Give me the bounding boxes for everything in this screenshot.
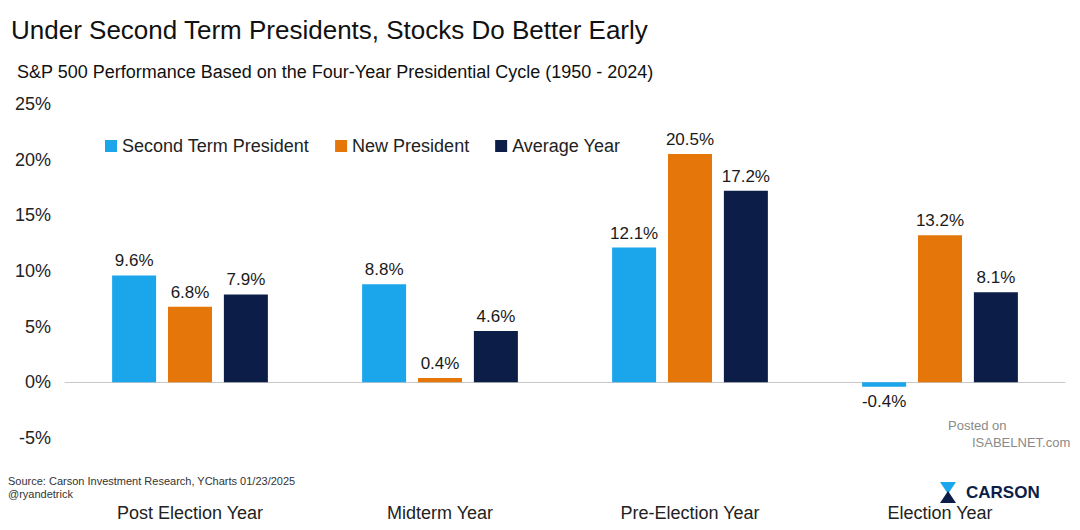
svg-text:S&P 500 Performance Based on t: S&P 500 Performance Based on the Four-Ye…: [17, 62, 653, 82]
svg-text:Average Year: Average Year: [512, 136, 620, 156]
svg-text:CARSON: CARSON: [966, 483, 1040, 502]
svg-text:ISABELNET.com: ISABELNET.com: [972, 435, 1070, 450]
svg-text:4.6%: 4.6%: [477, 307, 516, 326]
svg-text:9.6%: 9.6%: [115, 251, 154, 270]
svg-text:0%: 0%: [25, 372, 51, 392]
svg-text:-5%: -5%: [19, 428, 51, 448]
svg-text:5%: 5%: [25, 317, 51, 337]
svg-text:-0.4%: -0.4%: [862, 392, 906, 411]
svg-text:Second Term President: Second Term President: [122, 136, 309, 156]
svg-text:Pre-Election Year: Pre-Election Year: [620, 503, 759, 523]
svg-text:Midterm Year: Midterm Year: [387, 503, 493, 523]
svg-text:17.2%: 17.2%: [722, 167, 770, 186]
svg-text:Source: Carson Investment Rese: Source: Carson Investment Research, YCha…: [8, 475, 295, 487]
svg-text:7.9%: 7.9%: [227, 270, 266, 289]
svg-text:10%: 10%: [15, 261, 51, 281]
svg-text:8.1%: 8.1%: [977, 268, 1016, 287]
svg-text:New President: New President: [352, 136, 469, 156]
svg-text:Post Election Year: Post Election Year: [117, 503, 263, 523]
svg-text:13.2%: 13.2%: [916, 211, 964, 230]
svg-text:25%: 25%: [15, 94, 51, 114]
svg-text:Under Second Term Presidents,: Under Second Term Presidents, Stocks Do …: [11, 15, 648, 45]
svg-text:@ryandetrick: @ryandetrick: [8, 488, 73, 500]
svg-text:8.8%: 8.8%: [365, 260, 404, 279]
svg-text:Election Year: Election Year: [887, 503, 992, 523]
svg-text:20.5%: 20.5%: [666, 130, 714, 149]
svg-text:15%: 15%: [15, 205, 51, 225]
svg-text:20%: 20%: [15, 150, 51, 170]
svg-text:Posted on: Posted on: [948, 418, 1007, 433]
svg-text:6.8%: 6.8%: [171, 283, 210, 302]
svg-text:12.1%: 12.1%: [610, 224, 658, 243]
svg-text:0.4%: 0.4%: [421, 354, 460, 373]
